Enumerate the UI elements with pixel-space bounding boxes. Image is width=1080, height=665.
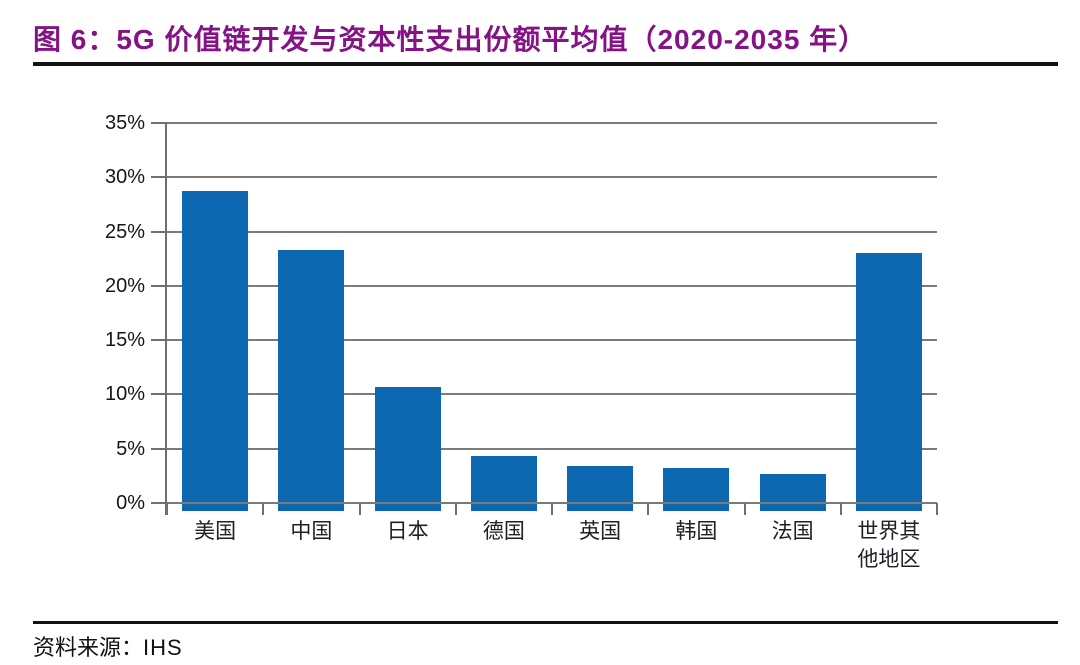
y-axis-tick [151,339,167,342]
x-axis-label: 法国 [771,519,814,543]
bar [567,466,634,511]
x-axis-tick [358,503,361,515]
gridline [167,339,937,342]
y-axis-line [165,123,167,515]
y-axis-label: 25% [104,220,145,243]
gridline [167,447,937,450]
bar [855,253,922,511]
x-axis-tick [454,503,457,515]
gridline [167,122,937,124]
y-axis-label: 30% [104,166,145,189]
bar [663,468,730,511]
x-axis-tick [647,503,650,515]
y-axis-tick [151,502,167,504]
bar [470,456,537,511]
source-label: 资料来源： [33,636,144,661]
y-axis-label: 5% [116,437,145,460]
y-axis-tick [151,284,167,287]
title-underline [33,62,1058,66]
gridline [167,230,937,233]
bar [374,386,441,511]
y-axis-tick [151,393,167,396]
bar-chart: 0% 5% 10% 15% 20% 25% 30% 35% 美国 中国 日本 德国 英国 韩国 法国 世界其他… [0,80,1080,600]
x-axis-tick [551,503,553,515]
x-axis-label: 英国 [579,519,622,543]
x-axis-label: 中国 [290,519,333,543]
gridline [167,176,937,179]
footer-divider [33,621,1058,624]
x-axis-label: 美国 [194,519,237,543]
y-axis-tick [151,122,167,124]
x-axis-label: 日本 [386,519,429,543]
source-note: 资料来源：IHS [33,630,183,662]
x-axis-label: 世界其他地区 [857,519,921,571]
y-axis-tick [151,176,167,179]
gridline [167,284,937,287]
x-axis-label: 德国 [482,519,525,543]
gridline [167,393,937,396]
bar [278,250,345,511]
x-axis-tick [166,503,168,515]
y-axis-label: 35% [104,112,145,134]
bar [182,191,249,511]
x-axis-label: 韩国 [675,519,718,543]
bar [759,473,826,511]
y-axis-tick [151,447,167,450]
x-axis-tick [262,503,265,515]
y-axis-tick [151,230,167,233]
figure-title: 图 6：5G 价值链开发与资本性支出份额平均值（2020-2035 年） [33,24,868,55]
x-axis-tick [936,503,938,515]
source-value: IHS [143,635,183,660]
y-axis-label: 10% [104,383,145,406]
chart-plot-area: 0% 5% 10% 15% 20% 25% 30% 35% 美国 中国 日本 德国 英国 韩国 法国 世界其他… [105,112,938,571]
y-axis-label: 15% [104,329,145,352]
x-axis-tick [743,503,746,515]
x-axis-tick [839,503,842,515]
y-axis-label: 20% [104,274,145,297]
y-axis-label: 0% [116,492,145,514]
